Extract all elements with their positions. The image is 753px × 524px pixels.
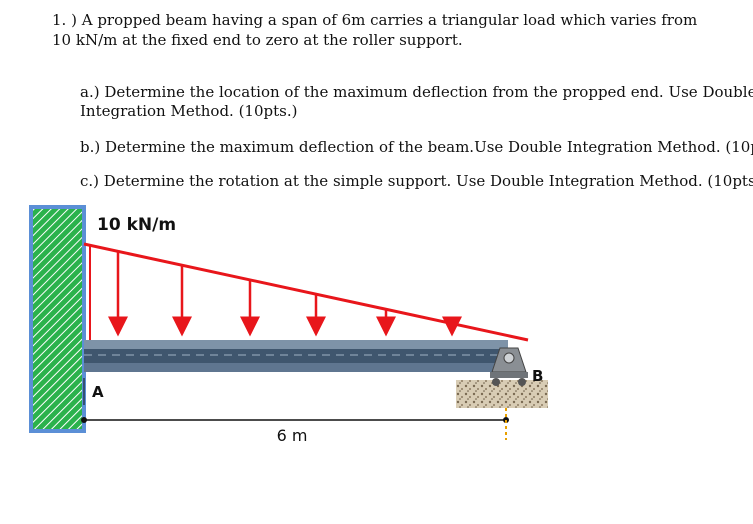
question-a-line2: Integration Method. (10pts.) xyxy=(80,102,298,120)
load-arrows xyxy=(108,250,462,337)
roller-support xyxy=(456,347,548,408)
problem-intro-line2: 10 kN/m at the fixed end to zero at the … xyxy=(52,31,463,49)
load-label: 10 kN/m xyxy=(97,215,176,235)
problem-number: 1. xyxy=(52,11,67,29)
question-b: b.) Determine the maximum deflection of … xyxy=(80,138,753,156)
question-c: c.) Determine the rotation at the simple… xyxy=(80,172,753,190)
support-a-label: A xyxy=(92,383,104,401)
fixed-wall xyxy=(29,205,86,433)
beam-diagram: 10 kN/m B A 6 m xyxy=(29,205,548,445)
problem-intro-text: ) A propped beam having a span of 6m car… xyxy=(71,11,698,29)
load-top-line xyxy=(83,242,529,342)
problem-intro-line1: 1. ) A propped beam having a span of 6m … xyxy=(52,11,697,29)
ground xyxy=(456,380,548,408)
support-b-label: B xyxy=(532,367,543,385)
span-label: 6 m xyxy=(277,426,308,445)
beam xyxy=(84,340,508,372)
span-dimension xyxy=(81,408,509,440)
question-a-line1: a.) Determine the location of the maximu… xyxy=(80,83,753,101)
